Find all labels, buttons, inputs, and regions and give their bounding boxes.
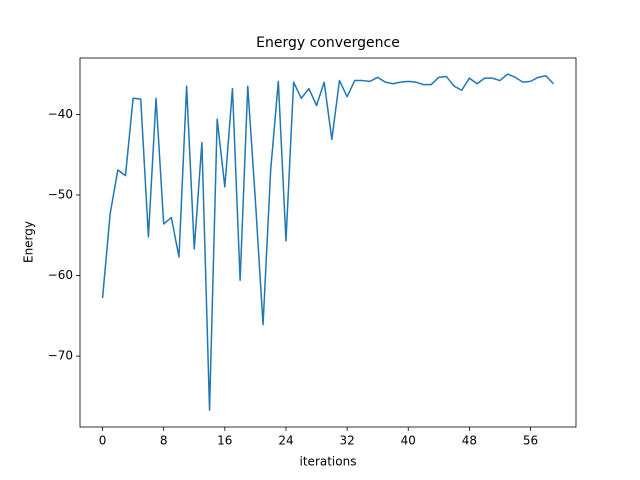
x-tick-label: 48 bbox=[462, 434, 477, 448]
x-tick-label: 8 bbox=[160, 434, 168, 448]
x-axis-label: iterations bbox=[300, 455, 357, 469]
y-axis-label: Energy bbox=[22, 221, 36, 263]
x-tick-label: 16 bbox=[217, 434, 232, 448]
x-tick-label: 0 bbox=[99, 434, 107, 448]
x-tick-label: 24 bbox=[278, 434, 293, 448]
y-tick-label: −60 bbox=[48, 268, 73, 282]
data-line bbox=[101, 73, 554, 411]
y-tick-label: −50 bbox=[48, 187, 73, 201]
x-tick-label: 40 bbox=[401, 434, 416, 448]
x-tick-label: 56 bbox=[523, 434, 538, 448]
chart-title: Energy convergence bbox=[256, 35, 400, 51]
y-tick-label: −70 bbox=[48, 349, 73, 363]
x-tick-label: 32 bbox=[339, 434, 354, 448]
y-tick-label: −40 bbox=[48, 107, 73, 121]
plot-frame bbox=[79, 57, 577, 428]
